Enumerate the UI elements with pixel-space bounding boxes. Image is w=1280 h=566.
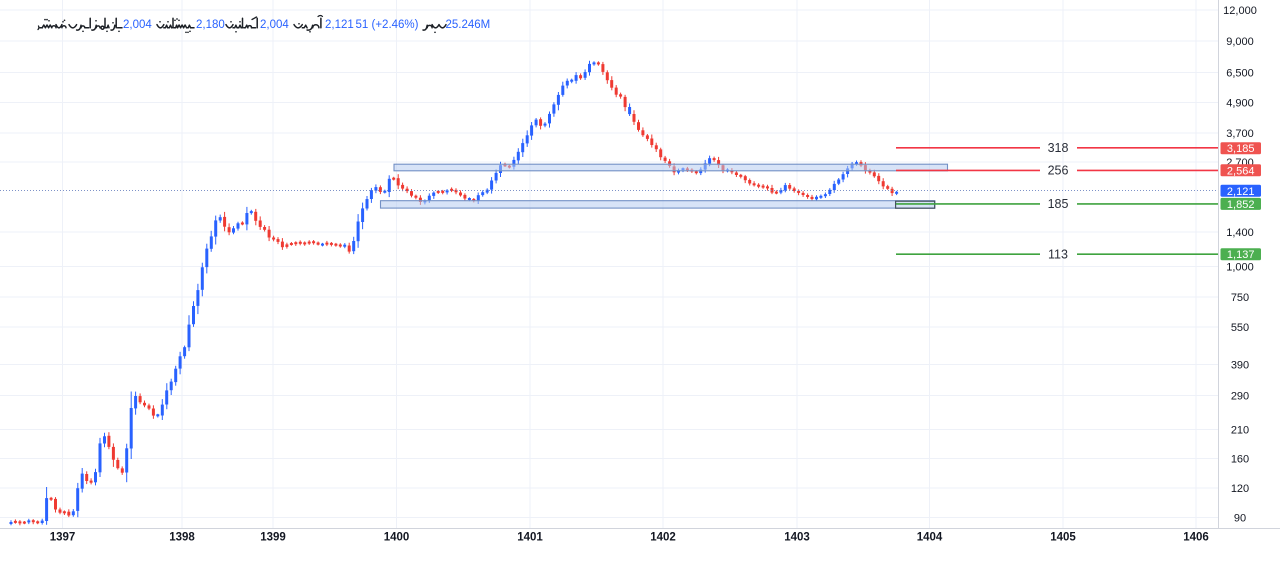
svg-text:1400: 1400 — [384, 532, 410, 544]
svg-text:25.246M: 25.246M — [446, 19, 491, 31]
svg-text:9,000: 9,000 — [1226, 36, 1254, 48]
svg-text:1,000: 1,000 — [1226, 262, 1254, 274]
svg-text:12,000: 12,000 — [1223, 5, 1257, 17]
svg-text:185: 185 — [1048, 197, 1069, 211]
svg-text:113: 113 — [1048, 247, 1068, 261]
svg-text:(+2.46%): (+2.46%) — [372, 19, 419, 31]
svg-text:6,500: 6,500 — [1226, 68, 1254, 80]
svg-text:1405: 1405 — [1050, 532, 1076, 544]
svg-text:2,180: 2,180 — [196, 19, 225, 31]
svg-text:2,004: 2,004 — [260, 19, 289, 31]
svg-text:1406: 1406 — [1183, 532, 1209, 544]
svg-text:3,700: 3,700 — [1226, 128, 1254, 140]
svg-text:51: 51 — [356, 19, 369, 31]
svg-text:750: 750 — [1231, 292, 1249, 304]
svg-text:390: 390 — [1231, 360, 1249, 372]
svg-text:2,004: 2,004 — [123, 19, 152, 31]
svg-text:1398: 1398 — [169, 532, 195, 544]
svg-text:3,185: 3,185 — [1227, 143, 1255, 155]
svg-text:290: 290 — [1231, 391, 1249, 403]
svg-text:120: 120 — [1231, 483, 1249, 495]
svg-text:1,400: 1,400 — [1226, 227, 1254, 239]
svg-text:2,121: 2,121 — [1227, 186, 1255, 198]
svg-text:1403: 1403 — [784, 532, 810, 544]
svg-text:2,564: 2,564 — [1227, 165, 1255, 177]
svg-text:550: 550 — [1231, 322, 1249, 334]
svg-text:1,852: 1,852 — [1227, 199, 1255, 211]
svg-text:1397: 1397 — [50, 532, 76, 544]
svg-text:1,137: 1,137 — [1227, 249, 1255, 261]
svg-text:318: 318 — [1048, 141, 1069, 155]
svg-text:1401: 1401 — [517, 532, 543, 544]
svg-text:210: 210 — [1231, 425, 1249, 437]
svg-text:2,121: 2,121 — [325, 19, 354, 31]
svg-text:1399: 1399 — [260, 532, 286, 544]
svg-text:1404: 1404 — [917, 532, 943, 544]
svg-text:256: 256 — [1048, 164, 1069, 178]
svg-text:4,900: 4,900 — [1226, 98, 1254, 110]
svg-text:90: 90 — [1234, 513, 1246, 525]
svg-text:1402: 1402 — [650, 532, 676, 544]
svg-text:160: 160 — [1231, 454, 1249, 466]
